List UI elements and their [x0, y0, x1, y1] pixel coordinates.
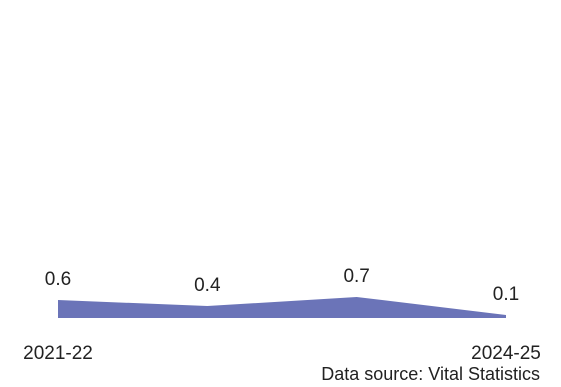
x-axis-ticks: 2021-22 2024-25: [23, 343, 541, 364]
x-tick-label-2024-25: 2024-25: [471, 343, 541, 364]
data-label-layer: 0.6 0.4 0.7 0.1: [45, 266, 519, 305]
data-label-2022-23: 0.4: [194, 275, 221, 296]
data-label-2021-22: 0.6: [45, 269, 71, 290]
data-label-2023-24: 0.7: [343, 266, 369, 287]
area-layer: [58, 297, 506, 318]
data-source-note: Data source: Vital Statistics: [321, 364, 540, 384]
data-label-2024-25: 0.1: [493, 284, 519, 305]
area-series: [58, 297, 506, 318]
x-tick-label-2021-22: 2021-22: [23, 343, 93, 364]
